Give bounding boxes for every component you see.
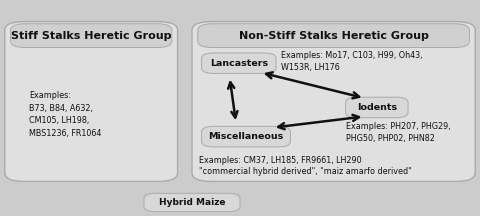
Text: Examples: Mo17, C103, H99, Oh43,
W153R, LH176: Examples: Mo17, C103, H99, Oh43, W153R, … xyxy=(281,51,422,71)
Text: Examples: CM37, LH185, FR9661, LH290
"commercial hybrid derived", "maiz amarfo d: Examples: CM37, LH185, FR9661, LH290 "co… xyxy=(199,156,412,176)
FancyBboxPatch shape xyxy=(202,53,276,73)
Text: Non-Stiff Stalks Heretic Group: Non-Stiff Stalks Heretic Group xyxy=(239,31,429,41)
Text: Hybrid Maize: Hybrid Maize xyxy=(159,198,225,207)
FancyBboxPatch shape xyxy=(346,97,408,118)
Text: Examples: PH207, PHG29,
PHG50, PHP02, PHN82: Examples: PH207, PHG29, PHG50, PHP02, PH… xyxy=(346,122,450,143)
FancyBboxPatch shape xyxy=(11,24,172,48)
FancyBboxPatch shape xyxy=(202,126,290,147)
Text: Iodents: Iodents xyxy=(357,103,397,112)
FancyBboxPatch shape xyxy=(192,22,475,181)
FancyBboxPatch shape xyxy=(5,22,178,181)
Text: Lancasters: Lancasters xyxy=(210,59,268,68)
FancyBboxPatch shape xyxy=(144,193,240,212)
Text: Examples:
B73, B84, A632,
CM105, LH198,
MBS1236, FR1064: Examples: B73, B84, A632, CM105, LH198, … xyxy=(29,91,101,138)
Text: Miscellaneous: Miscellaneous xyxy=(208,132,284,141)
FancyBboxPatch shape xyxy=(198,24,469,48)
Text: Stiff Stalks Heretic Group: Stiff Stalks Heretic Group xyxy=(11,31,171,41)
